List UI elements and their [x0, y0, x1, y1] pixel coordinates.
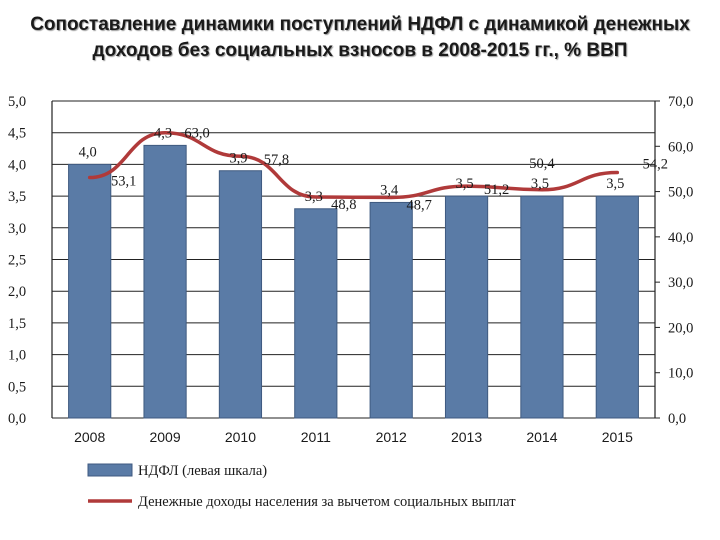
bar-data-label: 3,4 [380, 182, 399, 198]
line-data-label: 50,4 [529, 156, 555, 172]
right-tick-label: 70,0 [668, 94, 693, 110]
line-data-label: 48,8 [331, 197, 356, 213]
bar-data-label: 4,0 [79, 144, 97, 160]
bar-data-label: 3,5 [531, 176, 549, 192]
left-tick-label: 1,0 [8, 348, 26, 364]
left-tick-label: 0,0 [8, 411, 26, 427]
x-tick-label: 2012 [376, 429, 407, 445]
x-tick-label: 2014 [526, 429, 557, 445]
x-tick-label: 2010 [225, 429, 256, 445]
left-tick-label: 4,0 [8, 157, 26, 173]
bar-2013 [444, 195, 489, 419]
right-axis-ticks: 0,0 10,0 20,0 30,0 40,0 50,0 60,0 70,0 [668, 94, 693, 427]
line-data-label: 48,7 [407, 197, 432, 213]
right-tick-label: 60,0 [668, 139, 693, 155]
right-tick-label: 20,0 [668, 320, 693, 336]
bar-2010 [218, 170, 263, 419]
line-data-label: 53,1 [111, 174, 136, 190]
line-data-label: 54,2 [643, 157, 668, 173]
x-tick-label: 2015 [602, 429, 633, 445]
bar-2009 [143, 144, 187, 419]
left-axis-ticks: 0,0 0,5 1,0 1,5 2,0 2,5 3,0 3,5 4,0 4,5 5,0 [8, 94, 26, 427]
line-point-2015 [615, 171, 619, 175]
bar-data-label: 3,9 [229, 151, 247, 167]
bar-2011 [294, 208, 338, 419]
chart-title-line-2: доходов без социальных взносов в 2008-20… [92, 40, 628, 61]
right-tick-label: 10,0 [668, 366, 693, 382]
left-tick-label: 5,0 [8, 94, 26, 110]
line-data-labels: 53,1 63,0 57,8 48,8 48,7 51,2 50,4 54,2 [111, 126, 668, 214]
bar-data-label: 4,3 [154, 125, 172, 141]
x-tick-label: 2008 [74, 429, 105, 445]
bar-2015 [595, 195, 639, 419]
bar-2014 [520, 195, 564, 419]
line-data-label: 63,0 [184, 126, 209, 142]
legend: НДФЛ (левая шкала) Денежные доходы населе… [87, 463, 516, 510]
line-point-2008 [88, 176, 92, 180]
left-tick-label: 4,5 [8, 126, 26, 142]
left-tick-label: 3,5 [8, 189, 26, 205]
left-tick-label: 2,5 [8, 253, 26, 269]
bar-data-label: 3,3 [305, 189, 323, 205]
line-series [87, 130, 620, 200]
bar-series [68, 144, 639, 419]
left-tick-label: 3,0 [8, 221, 26, 237]
x-tick-label: 2009 [149, 429, 180, 445]
bar-2008 [68, 163, 112, 419]
line-data-label: 57,8 [264, 152, 289, 168]
line-point-2012 [389, 195, 393, 199]
chart-title: Сопоставление динамики поступлений НДФЛ … [20, 12, 700, 64]
left-tick-label: 2,0 [8, 284, 26, 300]
left-tick-label: 1,5 [8, 316, 26, 332]
right-tick-label: 40,0 [668, 230, 693, 246]
right-tick-label: 0,0 [668, 411, 686, 427]
bar-data-label: 3,5 [606, 176, 624, 192]
line-data-label: 51,2 [484, 182, 509, 198]
bar-2012 [369, 201, 413, 419]
line-point-2011 [314, 195, 318, 199]
legend-label-bar: НДФЛ (левая шкала) [138, 463, 267, 479]
legend-swatch-bar [87, 463, 133, 477]
legend-label-line: Денежные доходы населения за вычетом соц… [138, 494, 516, 510]
left-tick-label: 0,5 [8, 379, 26, 395]
right-tick-label: 30,0 [668, 275, 693, 291]
bar-data-labels: 4,0 4,3 3,9 3,3 3,4 3,5 3,5 3,5 [79, 125, 625, 204]
right-tick-label: 50,0 [668, 185, 693, 201]
line-point-2013 [465, 184, 469, 188]
grid-lines [51, 100, 660, 419]
x-tick-label: 2013 [451, 429, 482, 445]
x-tick-label: 2011 [301, 429, 331, 445]
x-axis-ticks: 2008 2009 2010 2011 2012 2013 2014 2015 [74, 429, 633, 445]
line-point-2010 [238, 154, 242, 158]
line-point-2014 [540, 188, 544, 192]
line-point-2009 [163, 131, 167, 135]
chart-title-line-1: Сопоставление динамики поступлений НДФЛ … [30, 14, 690, 35]
bar-data-label: 3,5 [456, 176, 474, 192]
